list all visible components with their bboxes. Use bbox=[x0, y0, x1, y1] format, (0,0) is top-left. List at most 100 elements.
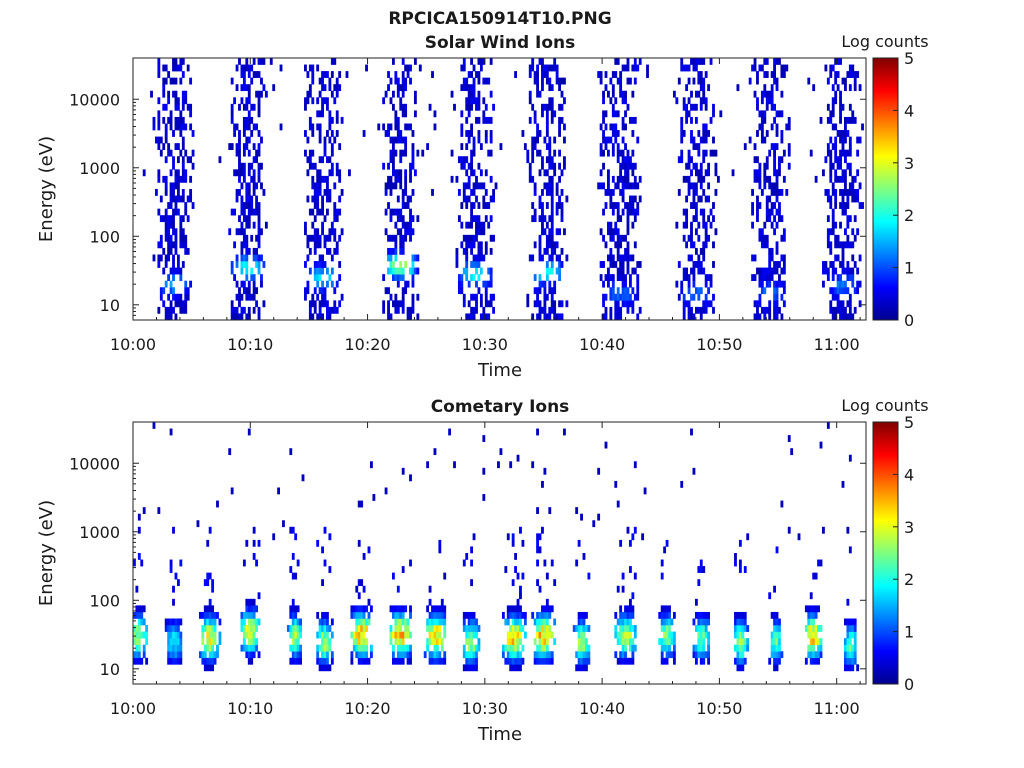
spectrogram-cell bbox=[487, 267, 491, 275]
spectrogram-cell bbox=[140, 605, 144, 613]
spectrogram-cell bbox=[531, 149, 535, 157]
spectrogram-cell bbox=[184, 175, 188, 183]
spectrogram-cell bbox=[853, 234, 857, 242]
spectrogram-cell bbox=[536, 84, 539, 92]
spectrogram-cell bbox=[514, 605, 517, 613]
spectrogram-cell bbox=[247, 116, 251, 124]
spectrogram-cell bbox=[357, 631, 361, 639]
spectrogram-cell bbox=[694, 644, 698, 652]
spectrogram-cell bbox=[472, 313, 476, 321]
spectrogram-cell bbox=[181, 195, 185, 203]
spectrogram-cell bbox=[851, 644, 855, 652]
spectrogram-cell bbox=[619, 169, 623, 177]
spectrogram-cell bbox=[167, 202, 171, 209]
spectrogram-cell bbox=[694, 116, 698, 124]
spectrogram-cell bbox=[545, 156, 549, 164]
spectrogram-cell bbox=[477, 241, 481, 249]
spectrogram-cell bbox=[707, 195, 711, 203]
spectrogram-cell bbox=[242, 611, 246, 619]
spectrogram-cell bbox=[841, 208, 845, 216]
spectrogram-cell bbox=[255, 90, 259, 98]
spectrogram-cell bbox=[174, 267, 178, 275]
spectrogram-cell bbox=[477, 162, 481, 170]
spectrogram-cell bbox=[577, 657, 581, 665]
spectrogram-cell bbox=[511, 611, 515, 619]
spectrogram-cell bbox=[851, 71, 855, 78]
spectrogram-cell bbox=[526, 300, 530, 308]
spectrogram-cell bbox=[619, 611, 623, 619]
spectrogram-cell bbox=[814, 605, 818, 613]
spectrogram-cell bbox=[677, 261, 681, 268]
spectrogram-cell bbox=[176, 267, 180, 275]
spectrogram-cell bbox=[252, 274, 256, 281]
spectrogram-cell bbox=[426, 605, 430, 613]
spectrogram-cell bbox=[247, 625, 251, 632]
spectrogram-cell bbox=[235, 254, 239, 262]
spectrogram-cell bbox=[352, 611, 356, 619]
spectrogram-cell bbox=[536, 287, 539, 295]
spectrogram-cell bbox=[213, 638, 217, 645]
spectrogram-cell bbox=[704, 97, 708, 105]
spectrogram-cell bbox=[184, 123, 188, 131]
spectrogram-cell bbox=[133, 638, 136, 645]
panel-title: Solar Wind Ions bbox=[425, 33, 576, 53]
spectrogram-cell bbox=[242, 103, 246, 111]
spectrogram-cell bbox=[355, 611, 359, 619]
spectrogram-cell bbox=[426, 644, 430, 652]
spectrogram-cell bbox=[172, 267, 175, 275]
spectrogram-cell bbox=[704, 169, 708, 177]
spectrogram-cell bbox=[624, 175, 627, 183]
spectrogram-cell bbox=[470, 189, 474, 196]
spectrogram-cell bbox=[773, 162, 776, 170]
spectrogram-cell bbox=[665, 644, 669, 652]
spectrogram-cell bbox=[773, 293, 776, 301]
spectrogram-cell bbox=[416, 267, 420, 275]
spectrogram-cell bbox=[384, 208, 388, 216]
spectrogram-cell bbox=[602, 280, 605, 288]
spectrogram-cell bbox=[152, 116, 156, 124]
spectrogram-cell bbox=[851, 657, 855, 665]
spectrogram-cell bbox=[558, 162, 561, 170]
colorbar-tick-label: 0 bbox=[904, 675, 914, 694]
spectrogram-cell bbox=[230, 267, 234, 275]
spectrogram-cell bbox=[694, 90, 698, 98]
spectrogram-cell bbox=[582, 618, 586, 626]
spectrogram-cell bbox=[741, 638, 745, 645]
spectrogram-cell bbox=[460, 202, 464, 209]
spectrogram-cell bbox=[506, 631, 510, 639]
spectrogram-cell bbox=[814, 625, 818, 632]
spectrogram-cell bbox=[839, 162, 842, 170]
spectrogram-cell bbox=[492, 293, 496, 301]
spectrogram-cell bbox=[323, 175, 327, 183]
spectrogram-cell bbox=[323, 651, 327, 659]
spectrogram-cell bbox=[619, 77, 623, 85]
spectrogram-cell bbox=[621, 644, 625, 652]
spectrogram-cell bbox=[479, 300, 483, 308]
spectrogram-cell bbox=[699, 267, 703, 275]
spectrogram-cell bbox=[807, 644, 811, 652]
spectrogram-cell bbox=[614, 651, 618, 659]
spectrogram-cell bbox=[541, 84, 544, 92]
spectrogram-cell bbox=[216, 500, 219, 508]
spectrogram-cell bbox=[470, 103, 474, 111]
spectrogram-cell bbox=[255, 605, 259, 613]
spectrogram-cell bbox=[169, 241, 173, 249]
spectrogram-cell bbox=[289, 657, 293, 665]
spectrogram-cell bbox=[834, 202, 838, 209]
spectrogram-cell bbox=[389, 77, 393, 85]
spectrogram-cell bbox=[822, 169, 825, 177]
spectrogram-cell bbox=[775, 625, 779, 632]
spectrogram-cell bbox=[401, 631, 405, 639]
spectrogram-cell bbox=[396, 280, 400, 288]
spectrogram-cell bbox=[252, 287, 256, 295]
spectrogram-cell bbox=[831, 123, 835, 131]
spectrogram-cell bbox=[191, 162, 195, 170]
spectrogram-cell bbox=[763, 136, 767, 144]
spectrogram-cell bbox=[186, 156, 190, 164]
spectrogram-cell bbox=[506, 618, 510, 626]
spectrogram-cell bbox=[531, 103, 535, 111]
spectrogram-cell bbox=[255, 247, 259, 255]
spectrogram-cell bbox=[401, 202, 405, 209]
spectrogram-cell bbox=[765, 208, 769, 216]
spectrogram-cell bbox=[826, 77, 830, 85]
